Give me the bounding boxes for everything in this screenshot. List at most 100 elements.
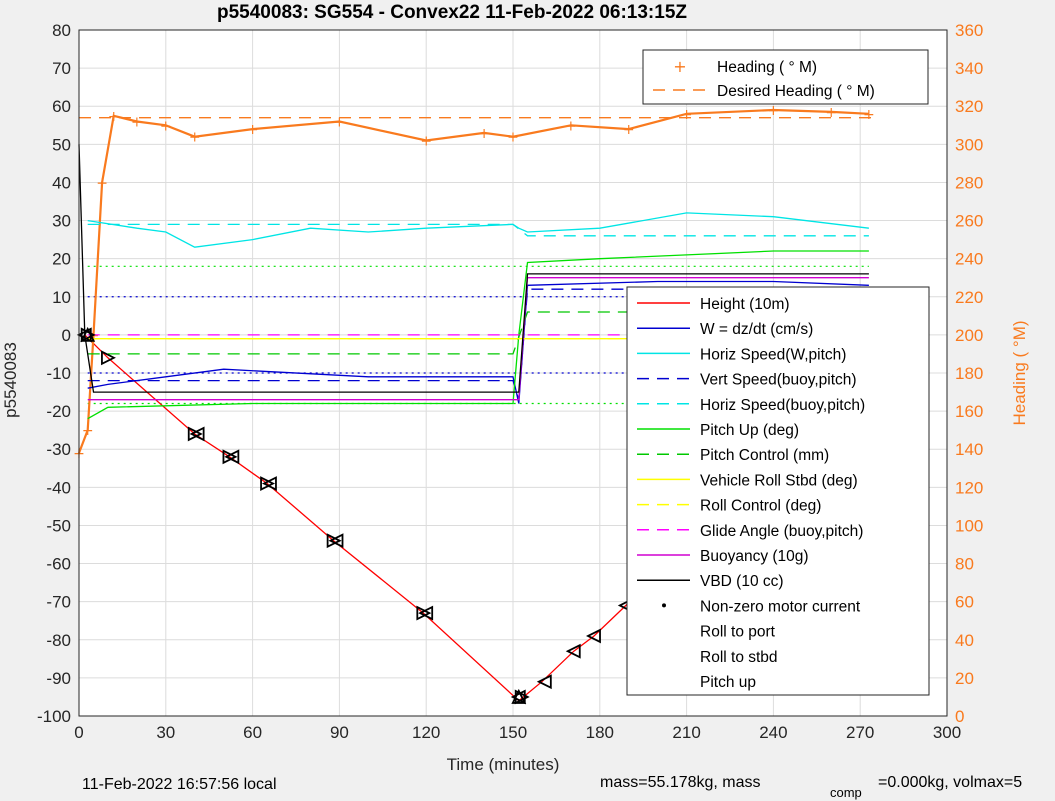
y2-tick-label: 260	[955, 212, 983, 231]
y-tick-label: -10	[46, 364, 71, 383]
y2-tick-label: 80	[955, 555, 974, 574]
series-pitch-up-deg	[87, 250, 869, 420]
marker-roll-to-port	[586, 628, 601, 644]
x-tick-label: 0	[74, 723, 83, 742]
y2-tick-label: 280	[955, 173, 983, 192]
legend-main-label: Horiz Speed(W,pitch)	[700, 346, 846, 363]
legend-main-label: Height (10m)	[700, 296, 790, 313]
y-tick-label: -100	[37, 707, 71, 726]
y-tick-label: 80	[52, 21, 71, 40]
legend-top-label: Desired Heading ( ° M)	[717, 83, 875, 100]
legend-main-label: Vehicle Roll Stbd (deg)	[700, 472, 858, 489]
heading-point: +	[82, 423, 94, 439]
legend-main-label: Pitch Up (deg)	[700, 422, 799, 439]
marker-roll-to-port	[565, 643, 581, 659]
y2-tick-label: 160	[955, 402, 983, 421]
marker-roll-to-stbd	[260, 476, 276, 491]
x-tick-label: 210	[672, 723, 700, 742]
marker-pitch-up	[511, 688, 527, 704]
marker-roll-to-stbd	[416, 605, 432, 621]
legend-main-label: Roll Control (deg)	[700, 498, 821, 515]
y-ticks: 80 70 60 50 40 30 20 10 0 -10 -20 -30 -40 -50 -60 -70 -8…	[37, 21, 71, 726]
y-tick-label: -50	[46, 516, 71, 535]
y-axis-label: p5540083	[1, 342, 20, 418]
y2-axis-label: Heading ( °M)	[1010, 320, 1029, 425]
legend-top-box	[642, 49, 929, 105]
heading-point: +	[863, 107, 875, 123]
legend-main-label: VBD (10 cc)	[700, 573, 784, 590]
y2-ticks: 3603403203002802602402202001801601401201…	[955, 21, 983, 726]
marker-roll-to-port	[536, 674, 552, 690]
y-tick-label: -30	[46, 440, 71, 459]
legend-main-label: Roll to stbd	[700, 649, 778, 666]
chart-title: p5540083: SG554 - Convex22 11-Feb-2022 0…	[217, 2, 687, 23]
x-tick-label: 150	[499, 723, 527, 742]
heading-point: +	[825, 105, 837, 121]
x-tick-label: 180	[586, 723, 614, 742]
legend-main-box	[626, 286, 930, 696]
y-tick-label: -60	[46, 555, 71, 574]
y2-tick-label: 320	[955, 97, 983, 116]
y2-tick-label: 200	[955, 326, 983, 345]
legend-top: + Heading ( ° M) Desired Heading ( ° M)	[642, 49, 929, 105]
marker-roll-to-port	[261, 476, 277, 491]
marker-pitch-up	[80, 326, 96, 342]
marker-roll-to-port	[510, 689, 526, 705]
footer-local-time: 11-Feb-2022 16:57:56 local	[82, 776, 277, 793]
legend-main-label: Non-zero motor current	[700, 598, 861, 615]
x-tick-label: 30	[156, 723, 175, 742]
series-w-dz-dt-cm-s	[87, 280, 869, 404]
series-heading-m	[77, 108, 869, 454]
legend-main-label: Pitch Control (mm)	[700, 447, 829, 464]
heading-point: +	[96, 175, 108, 191]
x-tick-label: 60	[243, 723, 262, 742]
legend-main-label: Horiz Speed(buoy,pitch)	[700, 397, 865, 414]
heading-point: +	[623, 122, 635, 138]
y-tick-label: -20	[46, 402, 71, 421]
footer-comp: =0.000kg, volmax=5	[878, 774, 1022, 791]
legend-main-sample	[662, 603, 666, 608]
y2-tick-label: 360	[955, 21, 983, 40]
heading-point: +	[160, 118, 172, 134]
legend-main-label: Pitch up	[700, 674, 756, 691]
y2-tick-label: 300	[955, 135, 983, 154]
y-tick-label: 0	[62, 326, 71, 345]
x-tick-label: 240	[759, 723, 787, 742]
marker-roll-to-stbd	[80, 327, 96, 343]
y2-tick-label: 40	[955, 631, 974, 650]
y-tick-label: 10	[52, 288, 71, 307]
y-tick-label: -90	[46, 669, 71, 688]
y-tick-label: 40	[52, 173, 71, 192]
heading-point: +	[189, 130, 201, 146]
legend-main-label: Vert Speed(buoy,pitch)	[700, 372, 857, 389]
legend-top-label: Heading ( ° M)	[717, 59, 817, 76]
y2-tick-label: 100	[955, 516, 983, 535]
heading-point: +	[334, 114, 346, 130]
y2-tick-label: 60	[955, 593, 974, 612]
y2-tick-label: 120	[955, 478, 983, 497]
heading-point: +	[507, 130, 519, 146]
legend-main-label: W = dz/dt (cm/s)	[700, 321, 813, 338]
heading-point: +	[247, 122, 259, 138]
y2-tick-label: 140	[955, 440, 983, 459]
series-horiz-speed-w-pitch	[87, 212, 869, 248]
legend-main-label: Buoyancy (10g)	[700, 548, 809, 565]
marker-roll-to-stbd	[101, 350, 116, 366]
legend-main-label: Roll to port	[700, 624, 776, 641]
x-ticks: 0 30 60 90 120 150 180 210 240 270 300	[74, 723, 961, 742]
y-tick-label: -70	[46, 593, 71, 612]
x-tick-label: 120	[412, 723, 440, 742]
y-tick-label: 70	[52, 59, 71, 78]
heading-point: +	[565, 118, 577, 134]
y2-tick-label: 240	[955, 250, 983, 269]
y2-tick-label: 20	[955, 669, 974, 688]
marker-roll-to-port	[328, 533, 344, 549]
marker-roll-to-port	[418, 605, 434, 621]
y-tick-label: -40	[46, 478, 71, 497]
y-tick-label: 50	[52, 135, 71, 154]
y-tick-label: -80	[46, 631, 71, 650]
x-axis-label: Time (minutes)	[447, 755, 560, 774]
y-tick-label: 20	[52, 250, 71, 269]
y-tick-label: 30	[52, 212, 71, 231]
